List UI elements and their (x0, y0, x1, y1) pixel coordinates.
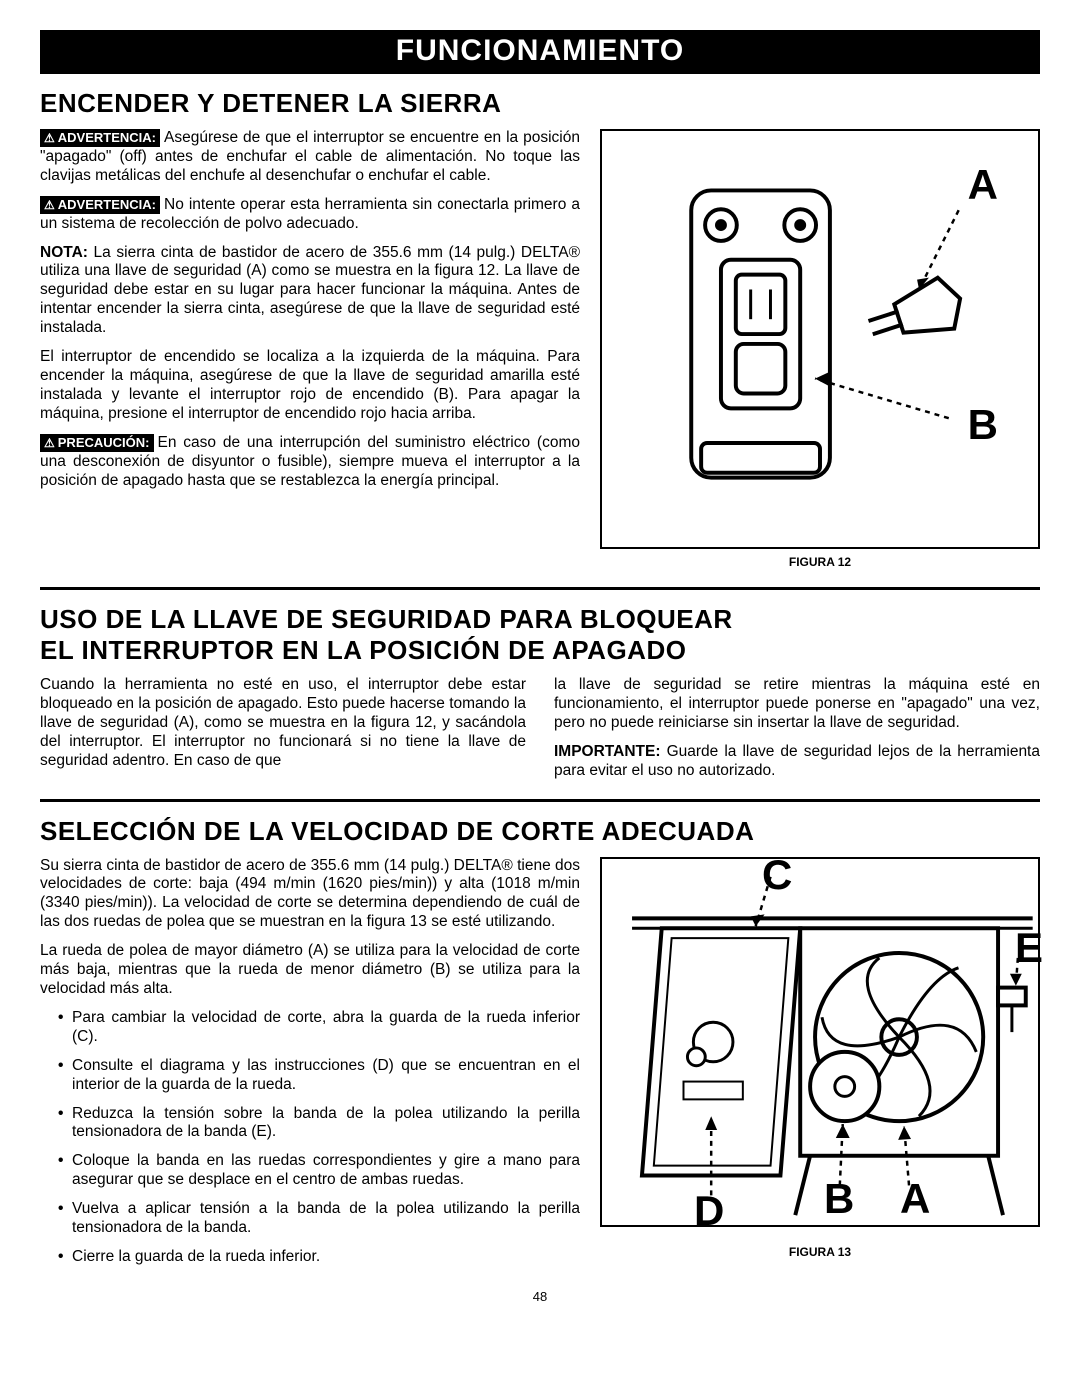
page-banner: FUNCIONAMIENTO (40, 30, 1040, 74)
s1-text-column: ADVERTENCIA:Asegúrese de que el interrup… (40, 129, 580, 569)
s1-title: ENCENDER Y DETENER LA SIERRA (40, 88, 1040, 119)
callout-a2: A (900, 1175, 930, 1223)
s3-text-column: Su sierra cinta de bastidor de acero de … (40, 857, 580, 1277)
callout-e: E (1015, 924, 1043, 972)
s2-title-line2: EL INTERRUPTOR EN LA POSICIÓN DE APAGADO (40, 635, 1040, 666)
bullet-5: Vuelva a aplicar tensión a la banda de l… (58, 1200, 580, 1238)
s1-warning-1: ADVERTENCIA:Asegúrese de que el interrup… (40, 129, 580, 186)
divider-1 (40, 587, 1040, 590)
caution-label: PRECAUCIÓN: (40, 434, 154, 452)
s2-importante: IMPORTANTE: Guarde la llave de seguridad… (554, 743, 1040, 781)
bullet-6: Cierre la guarda de la rueda inferior. (58, 1248, 580, 1267)
bullet-3: Reduzca la tensión sobre la banda de la … (58, 1105, 580, 1143)
nota-label: NOTA: (40, 244, 88, 261)
s3-bullet-list: Para cambiar la velocidad de corte, abra… (40, 1009, 580, 1267)
figure-13-svg (602, 859, 1038, 1225)
bullet-1: Para cambiar la velocidad de corte, abra… (58, 1009, 580, 1047)
callout-d: D (694, 1187, 724, 1235)
s1-caution: PRECAUCIÓN:En caso de una interrupción d… (40, 434, 580, 491)
s3-p2: La rueda de polea de mayor diámetro (A) … (40, 942, 580, 999)
s1-warning-2: ADVERTENCIA:No intente operar esta herra… (40, 196, 580, 234)
s2-title-line1: USO DE LA LLAVE DE SEGURIDAD PARA BLOQUE… (40, 604, 1040, 635)
s2-columns: Cuando la herramienta no esté en uso, el… (40, 676, 1040, 781)
figure-13: C E D B A (600, 857, 1040, 1227)
figure-13-column: C E D B A FIGURA 13 (600, 857, 1040, 1277)
s3-title: SELECCIÓN DE LA VELOCIDAD DE CORTE ADECU… (40, 816, 1040, 847)
figure-12-caption: FIGURA 12 (600, 555, 1040, 569)
callout-a: A (968, 161, 998, 209)
figure-13-caption: FIGURA 13 (600, 1245, 1040, 1259)
warning-label-1: ADVERTENCIA: (40, 129, 160, 147)
divider-2 (40, 799, 1040, 802)
figure-12: A B (600, 129, 1040, 549)
s3-p1: Su sierra cinta de bastidor de acero de … (40, 857, 580, 933)
nota-text: La sierra cinta de bastidor de acero de … (40, 244, 580, 337)
bullet-2: Consulte el diagrama y las instrucciones… (58, 1057, 580, 1095)
s1-p4: El interruptor de encendido se localiza … (40, 348, 580, 424)
s2-col2a: la llave de seguridad se retire mientras… (554, 676, 1040, 733)
callout-c: C (762, 851, 792, 899)
s1-nota: NOTA: La sierra cinta de bastidor de ace… (40, 244, 580, 339)
warning-label-2: ADVERTENCIA: (40, 196, 160, 214)
page-number: 48 (40, 1289, 1040, 1304)
callout-b2: B (824, 1175, 854, 1223)
s2-col1: Cuando la herramienta no esté en uso, el… (40, 676, 526, 771)
importante-label: IMPORTANTE: (554, 743, 660, 760)
bullet-4: Coloque la banda en las ruedas correspon… (58, 1152, 580, 1190)
callout-b: B (968, 401, 998, 449)
figure-12-column: A B FIGURA 12 (600, 129, 1040, 569)
